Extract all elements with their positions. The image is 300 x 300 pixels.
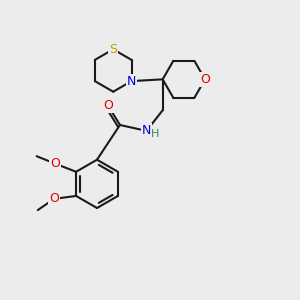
Text: O: O	[49, 192, 59, 206]
Text: H: H	[151, 129, 159, 140]
Text: S: S	[109, 43, 117, 56]
Text: N: N	[142, 124, 151, 137]
Text: O: O	[200, 73, 210, 86]
Text: O: O	[50, 157, 60, 170]
Text: N: N	[127, 75, 136, 88]
Text: O: O	[103, 99, 113, 112]
